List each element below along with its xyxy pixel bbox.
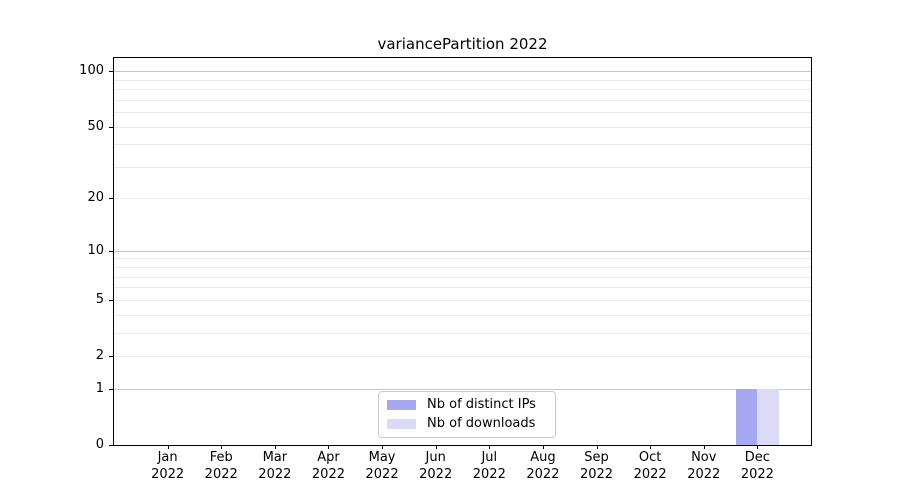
gridline-minor (114, 144, 811, 146)
bar-distinct-ips (735, 388, 758, 445)
gridline-minor (114, 258, 811, 260)
gridline-minor (114, 126, 811, 128)
x-tick-label: Sep 2022 (565, 450, 629, 483)
x-tick (596, 445, 598, 449)
x-tick-label: Jun 2022 (404, 450, 468, 483)
y-tick (109, 126, 113, 128)
x-tick-year: 2022 (633, 466, 667, 482)
x-tick-year: 2022 (365, 466, 399, 482)
legend: Nb of distinct IPs Nb of downloads (378, 391, 556, 438)
gridline-minor (114, 267, 811, 269)
y-tick-label: 10 (87, 242, 104, 258)
x-tick-month: Apr (317, 450, 340, 465)
x-tick-label: Feb 2022 (189, 450, 253, 483)
x-tick-month: Jun (425, 450, 446, 465)
x-tick-month: Feb (209, 450, 233, 465)
gridline-minor (114, 198, 811, 200)
bar-downloads (757, 388, 779, 445)
x-tick-year: 2022 (258, 466, 292, 482)
gridline-minor (114, 299, 811, 301)
y-tick (109, 198, 113, 200)
legend-swatch-downloads-icon (387, 419, 416, 429)
x-tick-label: Apr 2022 (296, 450, 360, 483)
x-tick-month: Jul (481, 450, 498, 465)
x-tick-month: Sep (584, 450, 609, 465)
gridline-minor (114, 287, 811, 289)
gridline-minor (114, 314, 811, 316)
x-tick-label: Dec 2022 (725, 450, 789, 483)
y-tick (109, 388, 113, 390)
gridline-minor (114, 332, 811, 334)
y-tick-label: 2 (95, 348, 104, 363)
legend-item-distinct-ips: Nb of distinct IPs (387, 397, 555, 413)
y-tick (109, 299, 113, 301)
x-tick-year: 2022 (579, 466, 614, 482)
y-tick-label: 0 (95, 437, 104, 452)
legend-item-downloads: Nb of downloads (387, 416, 555, 432)
gridline-minor (114, 79, 811, 81)
x-tick (167, 445, 169, 449)
chart-title: variancePartition 2022 (377, 35, 548, 53)
x-tick-year: 2022 (311, 466, 345, 482)
x-tick (328, 445, 330, 449)
x-tick (542, 445, 544, 449)
x-tick (435, 445, 437, 449)
x-tick-label: Mar 2022 (243, 450, 307, 483)
y-tick-label: 5 (95, 291, 104, 307)
x-tick-label: Jan 2022 (136, 450, 200, 483)
x-tick-month: Mar (262, 450, 288, 465)
legend-swatch-distinct-ips-icon (387, 400, 416, 410)
x-tick-year: 2022 (526, 466, 560, 482)
x-tick-label: Aug 2022 (511, 450, 575, 483)
gridline-minor (114, 99, 811, 101)
x-tick-month: Oct (638, 450, 662, 465)
gridline-minor (114, 112, 811, 114)
x-tick-month: Jan (157, 450, 178, 465)
gridline-major (114, 250, 811, 252)
x-tick-label: Jul 2022 (457, 450, 521, 483)
x-tick (489, 445, 491, 449)
y-tick-label: 100 (79, 63, 104, 79)
x-tick-year: 2022 (687, 466, 721, 482)
x-tick-month: Dec (744, 450, 770, 465)
x-tick-month: Aug (530, 450, 556, 465)
x-tick-month: Nov (691, 450, 717, 465)
x-tick-year: 2022 (740, 466, 774, 482)
gridline-major (114, 388, 811, 390)
gridline-minor (114, 89, 811, 91)
x-tick (757, 445, 759, 449)
x-tick (703, 445, 705, 449)
y-tick (109, 250, 113, 252)
x-tick-label: May 2022 (350, 450, 414, 483)
y-tick (109, 71, 113, 73)
y-tick-label: 1 (95, 380, 104, 396)
x-tick-year: 2022 (419, 466, 453, 482)
legend-label-downloads: Nb of downloads (427, 416, 536, 431)
x-tick (274, 445, 276, 449)
gridline-minor (114, 356, 811, 357)
x-tick-year: 2022 (204, 466, 238, 482)
x-tick-month: May (368, 450, 396, 465)
y-tick (109, 445, 113, 446)
x-tick (650, 445, 652, 449)
x-tick-label: Oct 2022 (618, 450, 682, 483)
x-tick-label: Nov 2022 (672, 450, 736, 483)
x-tick-year: 2022 (472, 466, 506, 482)
y-tick-label: 20 (87, 190, 104, 206)
x-tick (382, 445, 384, 449)
plot-area: 0 1 2 5 10 20 50 100 Jan 2022 Feb 2022 Mar 2022 Apr 202… (79, 57, 812, 482)
gridline-minor (114, 276, 811, 278)
y-tick-label: 50 (87, 118, 104, 134)
y-tick (109, 356, 113, 357)
gridline-minor (114, 166, 811, 168)
x-tick (221, 445, 223, 449)
gridline-major (114, 71, 811, 73)
legend-label-distinct-ips: Nb of distinct IPs (427, 397, 536, 412)
x-tick-year: 2022 (151, 466, 185, 482)
